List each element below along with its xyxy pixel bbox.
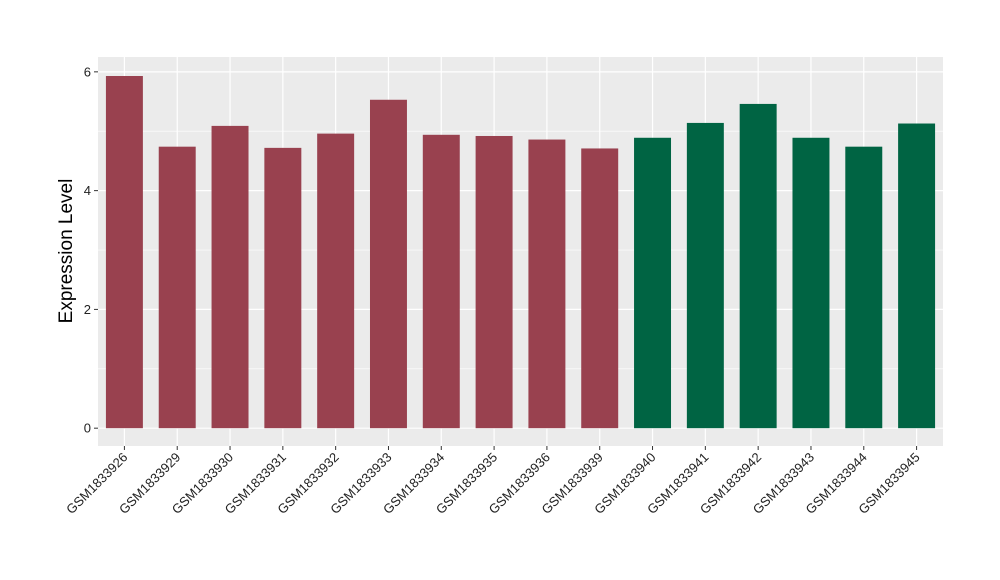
y-axis-title: Expression Level — [56, 179, 77, 324]
y-tick-label: 4 — [84, 183, 91, 198]
y-tick-label: 2 — [84, 302, 91, 317]
bar-GSM1833941 — [686, 122, 724, 429]
bar-GSM1833934 — [422, 134, 460, 429]
bar-GSM1833940 — [634, 137, 672, 429]
x-axis: GSM1833926GSM1833929GSM1833930GSM1833931… — [63, 446, 923, 517]
bar-GSM1833926 — [105, 76, 143, 429]
bar-GSM1833929 — [158, 146, 196, 429]
bars-group — [105, 76, 936, 429]
bar-GSM1833939 — [581, 148, 619, 429]
bar-GSM1833943 — [792, 137, 830, 429]
bar-GSM1833936 — [528, 139, 566, 429]
bar-GSM1833933 — [369, 99, 407, 429]
y-tick-label: 6 — [84, 64, 91, 79]
bar-GSM1833932 — [317, 133, 355, 429]
bar-GSM1833942 — [739, 103, 777, 429]
y-axis: 0 2 4 6 — [84, 64, 98, 436]
bar-GSM1833930 — [211, 125, 249, 429]
bar-GSM1833945 — [898, 123, 936, 429]
bar-GSM1833935 — [475, 135, 513, 429]
bar-GSM1833931 — [264, 147, 302, 429]
y-tick-label: 0 — [84, 421, 91, 436]
bar-GSM1833944 — [845, 146, 883, 429]
